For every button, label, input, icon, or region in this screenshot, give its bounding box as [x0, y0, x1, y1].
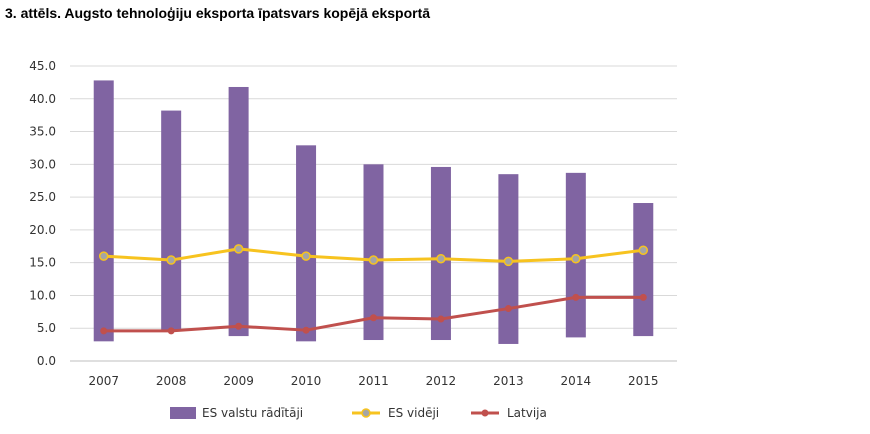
- y-tick-label: 45.0: [29, 59, 56, 73]
- series-point-1: [301, 251, 311, 261]
- y-axis: 0.0 5.0 10.0 15.0 20.0 25.0 30.0 35.0 40.0 45.0: [29, 59, 56, 368]
- x-tick-label: 2010: [291, 374, 322, 388]
- x-axis: 2007 2008 2009 2010 2011 2012 2013 2014 2015: [88, 374, 658, 388]
- legend-label-range: ES valstu rādītāji: [202, 406, 303, 420]
- y-tick-label: 40.0: [29, 92, 56, 106]
- range-bar-2009: [228, 86, 249, 337]
- series-point-2: [437, 315, 445, 323]
- y-tick-label: 0.0: [37, 354, 56, 368]
- x-tick-label: 2009: [223, 374, 254, 388]
- series-point-1: [166, 255, 176, 265]
- range-bar-2008: [161, 110, 182, 331]
- x-tick-label: 2015: [628, 374, 659, 388]
- series-point-2: [504, 305, 512, 313]
- range-bar-2010: [296, 145, 317, 342]
- range-bar-2011: [363, 164, 384, 341]
- y-tick-label: 25.0: [29, 190, 56, 204]
- series-point-1: [368, 255, 379, 265]
- y-tick-label: 30.0: [29, 157, 56, 171]
- legend-label-line-1: ES vidēji: [388, 406, 439, 420]
- x-tick-label: 2008: [156, 374, 187, 388]
- y-tick-label: 10.0: [29, 288, 56, 302]
- x-tick-label: 2012: [426, 374, 457, 388]
- series-point-1: [436, 253, 446, 264]
- range-bar-2007: [93, 80, 114, 342]
- range-bars: [93, 80, 654, 344]
- x-tick-label: 2013: [493, 374, 524, 388]
- series-point-2: [370, 314, 377, 322]
- series-point-2: [167, 327, 175, 335]
- legend: ES valstu rādītāji ES vidēji Latvija: [170, 406, 547, 420]
- legend-label-line-2: Latvija: [507, 406, 547, 420]
- y-tick-label: 20.0: [29, 223, 56, 237]
- x-tick-label: 2007: [88, 374, 119, 388]
- series-point-1: [98, 251, 109, 261]
- series-point-2: [302, 326, 310, 334]
- y-tick-label: 5.0: [37, 321, 56, 335]
- y-tick-label: 15.0: [29, 256, 56, 270]
- series-point-1: [233, 244, 244, 254]
- x-tick-label: 2014: [561, 374, 592, 388]
- series-point-2: [235, 322, 243, 330]
- x-tick-label: 2011: [358, 374, 389, 388]
- series-point-2: [572, 293, 580, 301]
- series-point-1: [638, 245, 649, 255]
- legend-marker-1: [361, 408, 371, 418]
- figure-title: 3. attēls. Augsto tehnoloģiju eksporta ī…: [5, 5, 431, 21]
- series-point-2: [100, 327, 108, 335]
- range-bar-2012: [430, 166, 451, 341]
- line-series: [98, 244, 649, 335]
- series-point-1: [503, 256, 514, 267]
- series-point-1: [571, 253, 581, 264]
- legend-marker-2: [481, 409, 489, 417]
- y-tick-label: 35.0: [29, 125, 56, 139]
- legend-swatch-range: [170, 407, 196, 419]
- range-bar-2015: [633, 203, 654, 337]
- series-point-2: [639, 293, 647, 301]
